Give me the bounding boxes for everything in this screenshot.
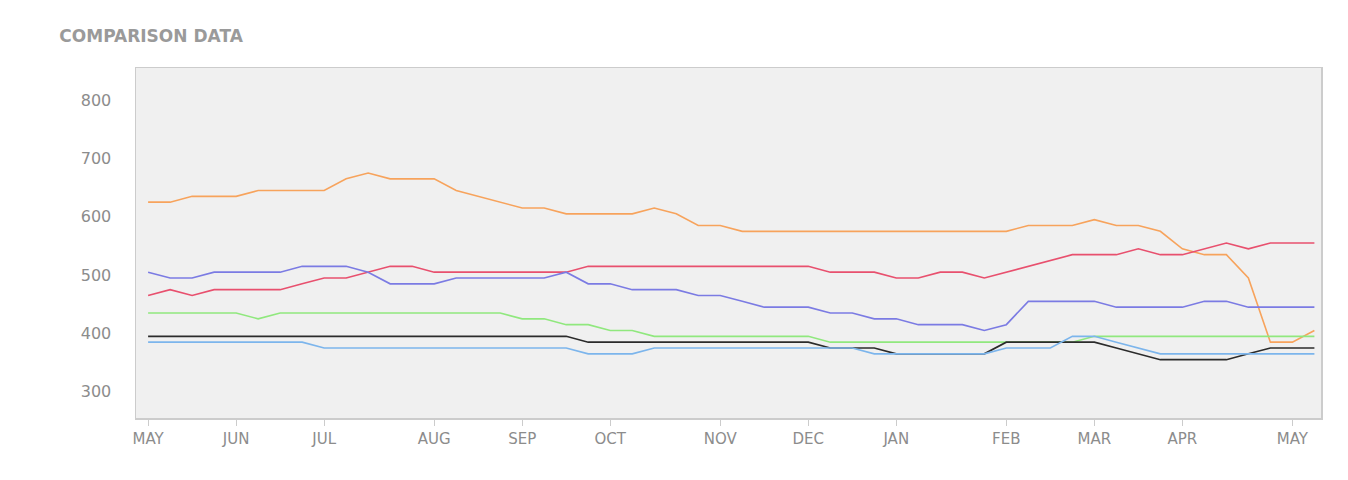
svg-text:FEB: FEB: [992, 430, 1020, 448]
svg-text:DEC: DEC: [793, 430, 825, 448]
svg-text:500: 500: [81, 266, 112, 285]
svg-text:MAR: MAR: [1078, 430, 1112, 448]
svg-text:400: 400: [81, 324, 112, 343]
svg-text:600: 600: [81, 207, 112, 226]
svg-text:MAY: MAY: [132, 430, 164, 448]
svg-text:AUG: AUG: [418, 430, 451, 448]
svg-text:NOV: NOV: [704, 430, 738, 448]
svg-text:JUN: JUN: [222, 430, 250, 448]
svg-text:OCT: OCT: [594, 430, 626, 448]
svg-text:JUL: JUL: [311, 430, 336, 448]
svg-text:JAN: JAN: [882, 430, 909, 448]
svg-text:COMPARISON DATA: COMPARISON DATA: [59, 26, 243, 46]
svg-text:300: 300: [81, 382, 112, 401]
svg-text:SEP: SEP: [508, 430, 536, 448]
svg-text:MAY: MAY: [1277, 430, 1309, 448]
svg-text:700: 700: [81, 149, 112, 168]
svg-text:APR: APR: [1167, 430, 1197, 448]
svg-text:800: 800: [81, 91, 112, 110]
